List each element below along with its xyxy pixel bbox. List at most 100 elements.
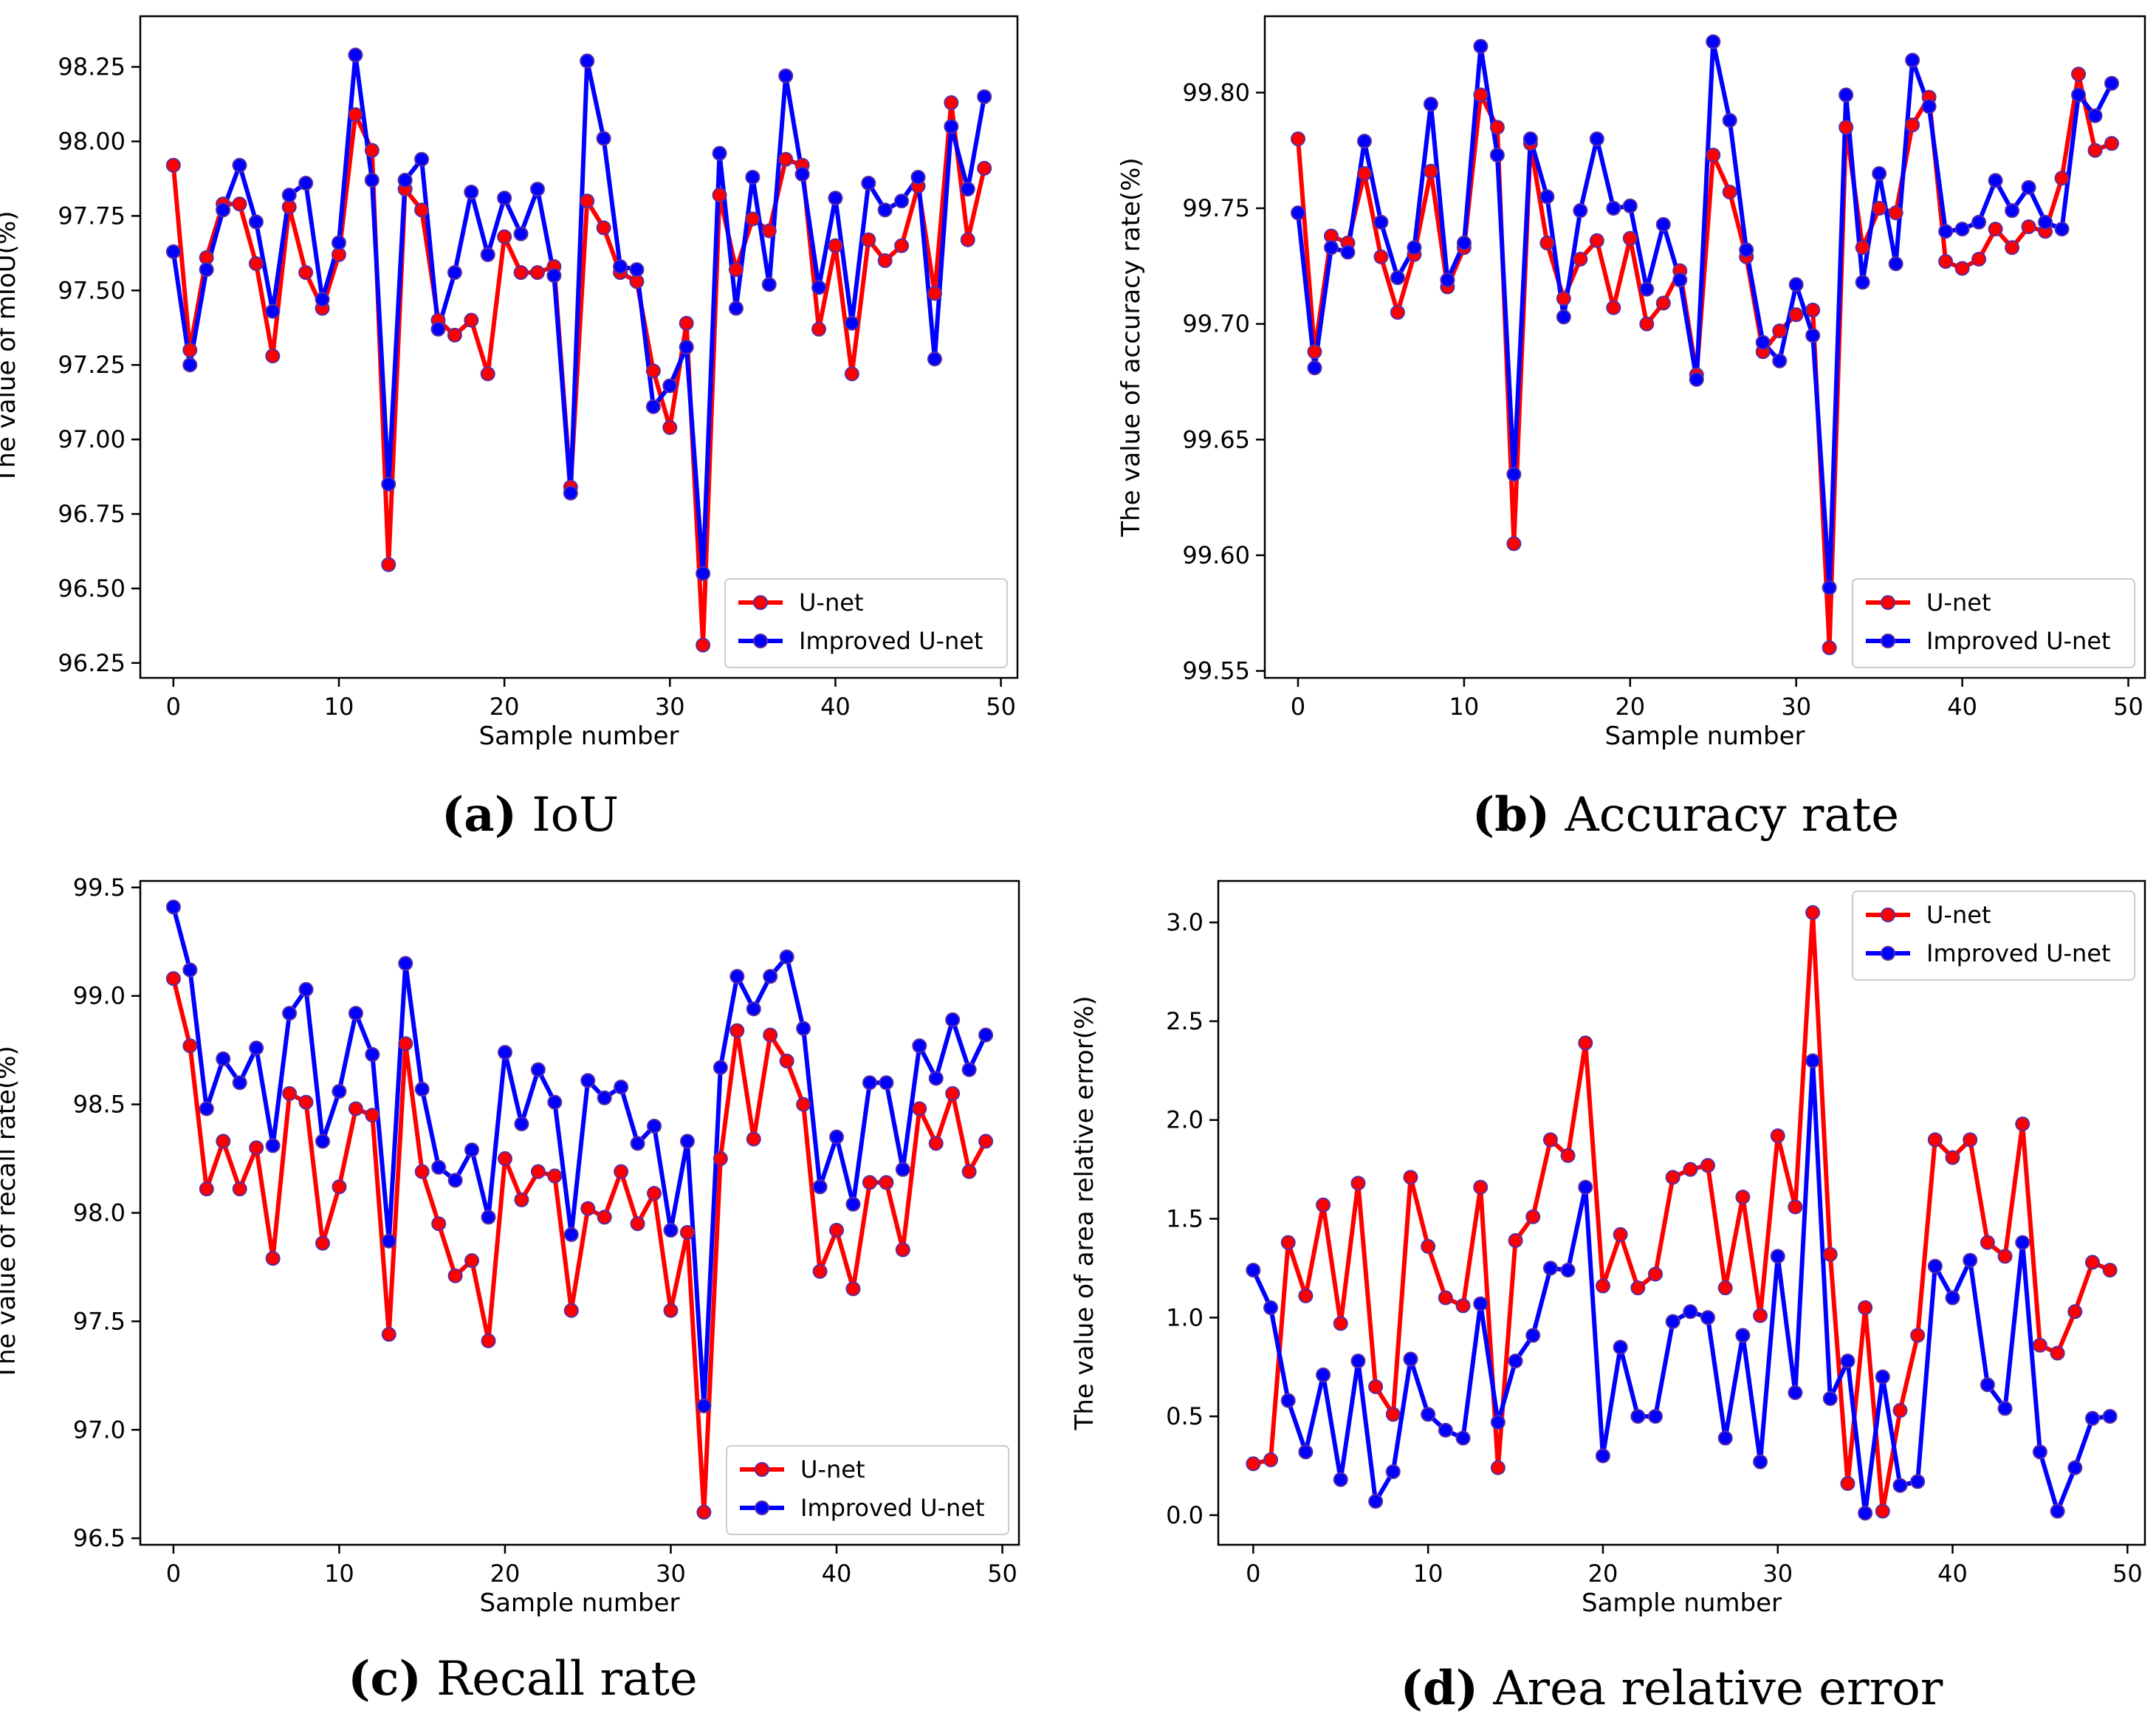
legend-marker-swatch [755,1500,769,1515]
data-point-improved-unet [763,969,778,984]
data-point-unet [845,1281,861,1297]
y-tick-label: 96.50 [58,574,126,603]
y-axis-label: The value of mIoU(%) [0,211,21,484]
y-tick-label: 99.60 [1182,541,1250,569]
data-point-improved-unet [779,949,794,964]
data-point-unet [746,1131,761,1147]
data-point-improved-unet [1963,1252,1978,1268]
data-point-improved-unet [182,962,198,978]
data-point-improved-unet [910,169,926,185]
data-point-improved-unet [1892,1478,1908,1493]
data-point-unet [1822,1246,1838,1262]
data-point-unet [596,220,611,236]
data-point-improved-unet [1390,270,1405,286]
data-point-unet [282,1085,298,1101]
data-point-improved-unet [1910,1474,1926,1489]
data-point-unet [1630,1280,1646,1296]
data-point-unet [895,1242,910,1258]
data-point-improved-unet [729,969,745,984]
data-point-improved-unet [1323,240,1339,255]
x-tick-label: 30 [655,693,685,721]
data-point-unet [381,557,396,572]
y-tick-label: 98.00 [58,128,126,156]
data-point-improved-unet [1700,1310,1716,1325]
data-point-improved-unet [862,1075,877,1091]
data-point-unet [1403,1170,1418,1185]
data-point-improved-unet [1280,1393,1296,1408]
data-point-unet [912,1101,927,1116]
data-point-improved-unet [961,1062,977,1077]
data-point-improved-unet [2084,1410,2100,1426]
legend-a: U-net Improved U-net [724,578,1008,668]
data-point-unet [960,232,975,247]
data-point-improved-unet [1539,189,1555,205]
data-point-unet [1988,222,2003,237]
data-point-improved-unet [1927,1258,1943,1274]
data-point-unet [1455,1298,1471,1314]
series-line-improved-unet [1251,1058,2110,1516]
data-point-improved-unet [2071,87,2087,103]
data-point-improved-unet [1822,580,1837,595]
data-point-improved-unet [1508,1354,1523,1369]
data-point-unet [1622,230,1638,246]
data-point-unet [414,1164,430,1179]
data-point-improved-unet [1455,1430,1471,1446]
data-point-unet [1717,1280,1733,1296]
data-point-unet [1508,1232,1523,1248]
data-point-improved-unet [497,191,512,206]
data-point-improved-unet [712,145,727,161]
data-point-unet [1665,1170,1680,1185]
data-point-unet [348,107,363,123]
data-point-unet [1613,1227,1628,1242]
data-point-unet [2071,66,2087,82]
x-tick-label: 40 [822,1560,852,1588]
data-point-improved-unet [332,1083,347,1099]
data-point-improved-unet [728,301,744,316]
series-line-improved-unet [171,52,987,576]
data-point-unet [1333,1316,1348,1331]
data-point-unet [1855,240,1870,255]
data-point-unet [298,1094,314,1110]
data-point-unet [497,229,512,244]
data-point-improved-unet [398,956,413,971]
caption-text: Recall rate [422,1652,698,1706]
data-point-unet [265,349,281,364]
data-point-unet [745,211,761,227]
data-point-improved-unet [1560,1263,1576,1278]
legend-entry-label: U-net [1926,589,1991,617]
caption-label: (b) [1472,787,1550,843]
legend-b: U-net Improved U-net [1852,578,2135,668]
data-point-unet [1980,1235,1995,1250]
data-point-improved-unet [165,244,181,259]
data-point-unet [1706,147,1721,162]
data-point-improved-unet [1307,360,1322,376]
x-tick-label: 40 [1937,1560,1968,1588]
axes-frame-d [1217,879,2146,1546]
data-point-unet [447,1268,463,1283]
data-point-unet [1316,1197,1331,1212]
data-point-unet [1753,1308,1768,1323]
data-point-improved-unet [1672,272,1688,288]
data-point-improved-unet [165,899,181,915]
data-point-improved-unet [1753,1454,1768,1469]
data-point-improved-unet [861,176,876,191]
data-point-improved-unet [447,265,462,281]
y-tick-label: 96.25 [58,649,126,677]
data-point-improved-unet [529,182,545,197]
legend-box [724,578,1008,668]
data-point-improved-unet [1525,1328,1541,1343]
data-point-improved-unet [1722,112,1737,128]
x-tick-label: 0 [1246,1560,1260,1588]
y-tick-label: 99.80 [1182,78,1250,106]
x-tick-label: 10 [1413,1560,1443,1588]
data-point-unet [712,188,727,203]
data-point-improved-unet [1473,38,1489,54]
data-point-unet [630,1216,645,1232]
data-point-unet [1539,236,1555,251]
data-point-unet [199,1181,214,1197]
caption-label: (a) [442,787,517,843]
data-point-improved-unet [2104,75,2120,91]
data-point-improved-unet [945,1012,961,1028]
data-point-unet [645,363,661,379]
data-point-improved-unet [580,53,595,69]
